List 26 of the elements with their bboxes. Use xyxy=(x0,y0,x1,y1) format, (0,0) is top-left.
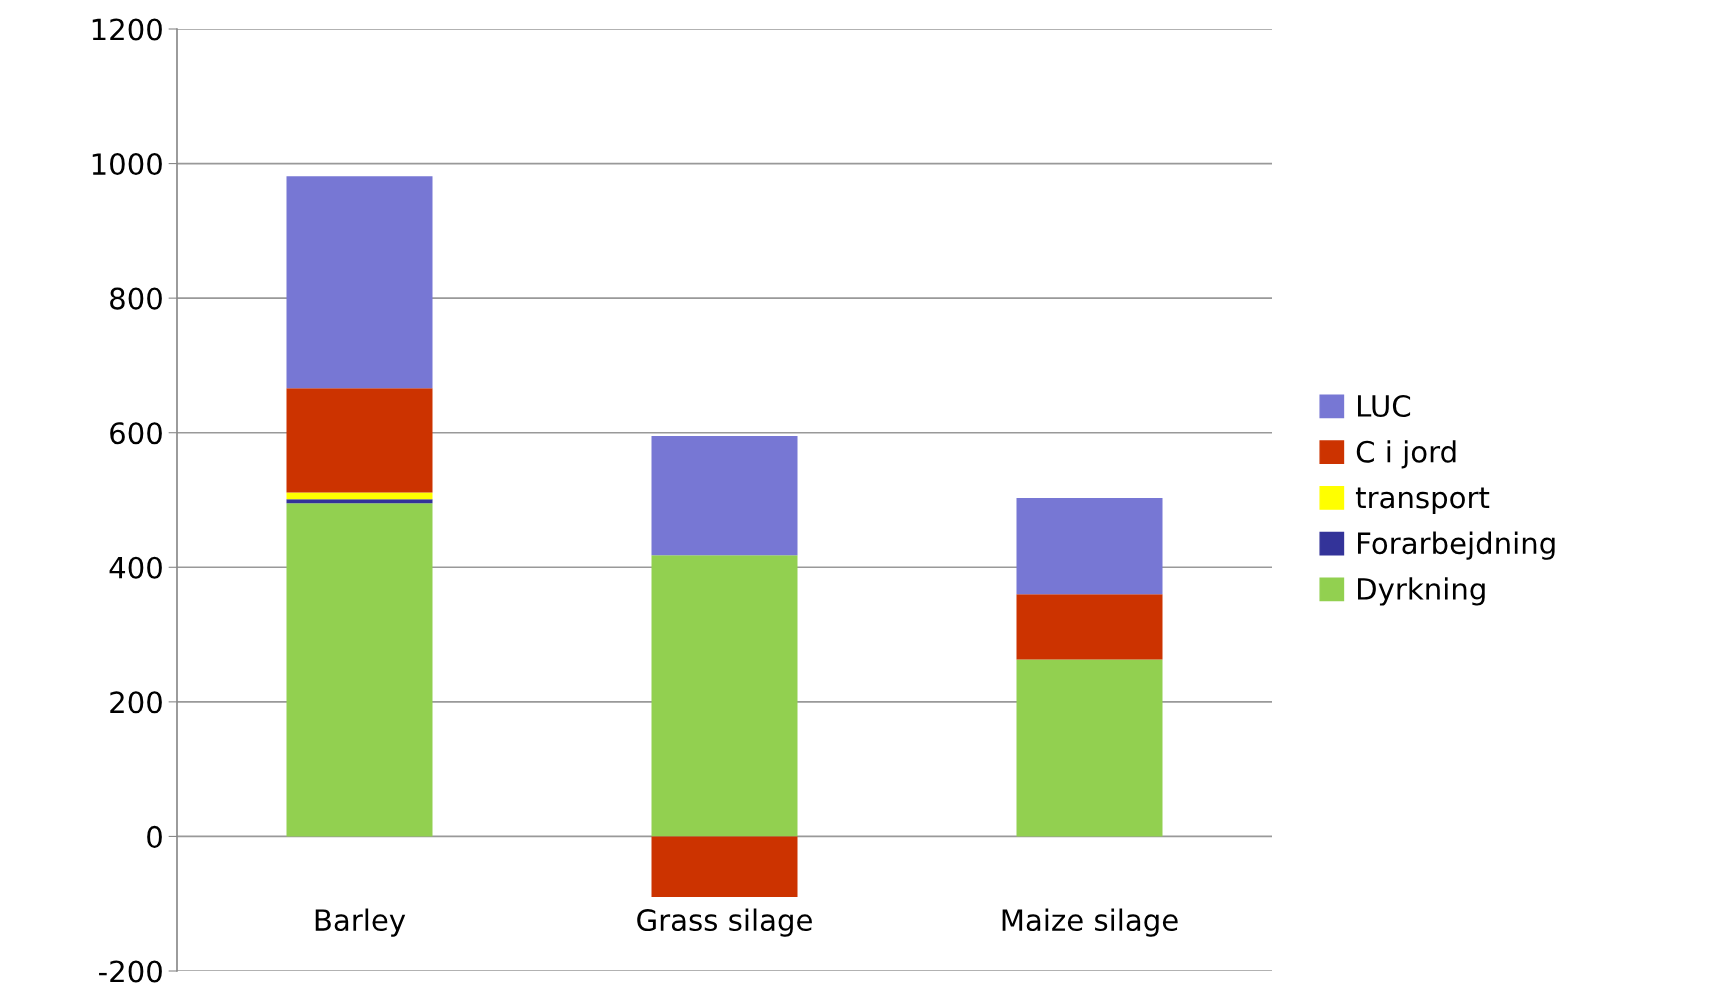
bar xyxy=(286,388,433,493)
y-tick-label: 0 xyxy=(147,825,162,848)
legend-label: Dyrkning xyxy=(1358,577,1485,606)
bar xyxy=(286,499,433,504)
x-tick-label: Barley xyxy=(315,908,406,937)
y-tick-label: 400 xyxy=(109,556,162,579)
bar xyxy=(1016,497,1163,595)
x-tick-label: Grass silage xyxy=(637,908,812,937)
legend-label: transport xyxy=(1355,487,1490,515)
y-tick-label: 200 xyxy=(110,691,162,714)
bar xyxy=(1016,659,1163,837)
y-tick-label: 1200 xyxy=(92,18,162,41)
bar xyxy=(651,555,798,837)
y-tick-label: -200 xyxy=(99,960,162,983)
bar xyxy=(1016,594,1163,660)
y-tick-label: 800 xyxy=(110,287,162,310)
legend-label: Forarbejdning xyxy=(1358,531,1555,560)
bar xyxy=(286,503,433,837)
legend-label: LUC xyxy=(1358,394,1411,418)
legend-label: C i jord xyxy=(1356,440,1456,469)
bar xyxy=(651,836,798,897)
y-tick-label: 1000 xyxy=(92,153,162,176)
bar xyxy=(651,436,798,556)
bar xyxy=(286,176,433,389)
x-tick-label: Maize silage xyxy=(1002,908,1178,937)
y-tick-label: 600 xyxy=(110,422,162,445)
